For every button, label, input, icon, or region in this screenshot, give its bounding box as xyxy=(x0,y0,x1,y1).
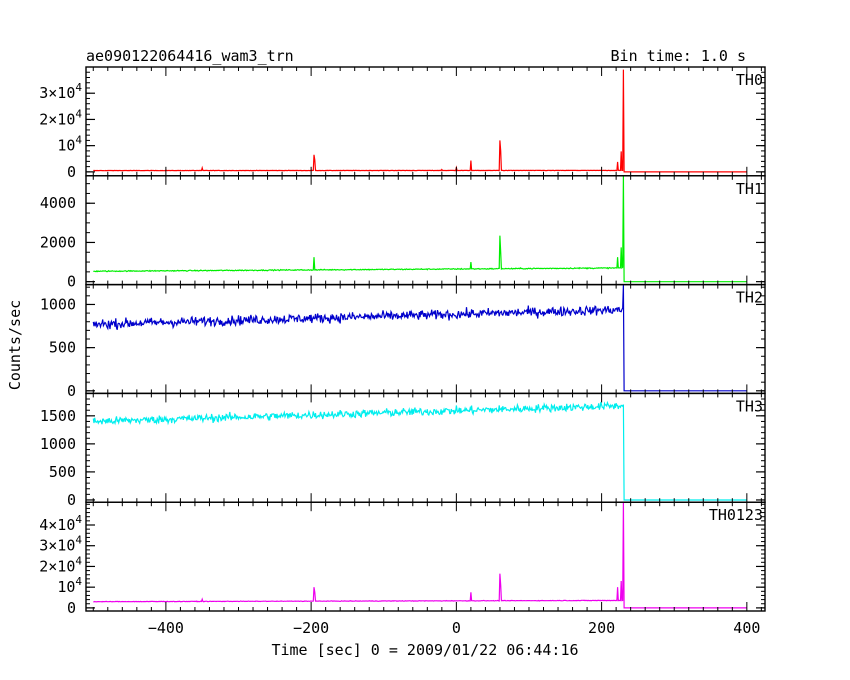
y-tick-exponent: 4 xyxy=(75,554,82,567)
y-tick-label: 0 xyxy=(67,163,76,181)
x-tick-label: −200 xyxy=(293,619,329,637)
y-tick-label: 0 xyxy=(67,273,76,291)
panel-th1: 0 2000 4000 TH1 xyxy=(40,175,766,291)
series-label-th0123: TH0123 xyxy=(709,506,763,524)
series-label-th0: TH0 xyxy=(736,71,763,89)
panel-frame xyxy=(85,501,766,612)
series-line-th0 xyxy=(93,69,747,173)
y-tick-exponent: 4 xyxy=(75,81,82,94)
y-tick-exponent: 4 xyxy=(75,513,82,526)
y-tick-label: 104 xyxy=(57,575,82,596)
y-tick-mantissa: 3×10 xyxy=(39,537,75,555)
y-tick-label: 4000 xyxy=(40,194,76,212)
x-tick-label: 200 xyxy=(588,619,615,637)
panel-frame xyxy=(85,392,766,503)
y-tick-mantissa: 3×10 xyxy=(39,84,75,102)
y-tick-label: 3×104 xyxy=(39,81,82,102)
series-label-th3: TH3 xyxy=(736,397,763,415)
panel-frame xyxy=(85,283,766,395)
y-axis-label: Counts/sec xyxy=(6,300,24,390)
y-tick-exponent: 4 xyxy=(75,575,82,588)
y-tick-mantissa: 10 xyxy=(57,137,75,155)
series-line-th0123 xyxy=(93,502,747,609)
y-tick-label: 104 xyxy=(57,134,82,155)
y-tick-label: 0 xyxy=(67,599,76,617)
y-tick-label: 1000 xyxy=(40,435,76,453)
y-tick-label: 500 xyxy=(49,463,76,481)
y-tick-label: 2×104 xyxy=(39,554,82,575)
series-line-th1 xyxy=(93,175,747,283)
y-tick-label: 1000 xyxy=(40,295,76,313)
x-axis-label: Time [sec] 0 = 2009/01/22 06:44:16 xyxy=(271,641,578,659)
y-tick-label: 500 xyxy=(49,339,76,357)
x-tick-label: 400 xyxy=(733,619,760,637)
y-tick-mantissa: 10 xyxy=(57,578,75,596)
y-tick-label: 0 xyxy=(67,491,76,509)
y-tick-mantissa: 2×10 xyxy=(39,557,75,575)
bin-time-label: Bin time: 1.0 s xyxy=(611,47,746,65)
y-tick-exponent: 4 xyxy=(75,134,82,147)
chart-title: ae090122064416_wam3_trn xyxy=(86,47,294,65)
y-tick-label: 4×104 xyxy=(39,513,82,534)
x-tick-label: 0 xyxy=(452,619,461,637)
y-tick-label: 3×104 xyxy=(39,534,82,555)
panel-frame xyxy=(85,66,766,177)
series-line-th3 xyxy=(92,400,747,501)
x-tick-label: −400 xyxy=(148,619,184,637)
y-tick-exponent: 4 xyxy=(75,534,82,547)
y-tick-label: 0 xyxy=(67,382,76,400)
y-tick-label: 2000 xyxy=(40,233,76,251)
y-tick-label: 1500 xyxy=(40,407,76,425)
panel-frame xyxy=(85,175,766,286)
y-tick-mantissa: 2×10 xyxy=(39,110,75,128)
series-label-th1: TH1 xyxy=(736,180,763,198)
y-tick-exponent: 4 xyxy=(75,107,82,120)
y-tick-mantissa: 4×10 xyxy=(39,516,75,534)
panel-th2: 0 500 1000 TH2 xyxy=(40,283,766,400)
y-tick-label: 2×104 xyxy=(39,107,82,128)
series-line-th2 xyxy=(92,284,747,392)
series-label-th2: TH2 xyxy=(736,289,763,307)
panel-th3: 0 500 1000 1500 TH3 xyxy=(40,392,766,509)
